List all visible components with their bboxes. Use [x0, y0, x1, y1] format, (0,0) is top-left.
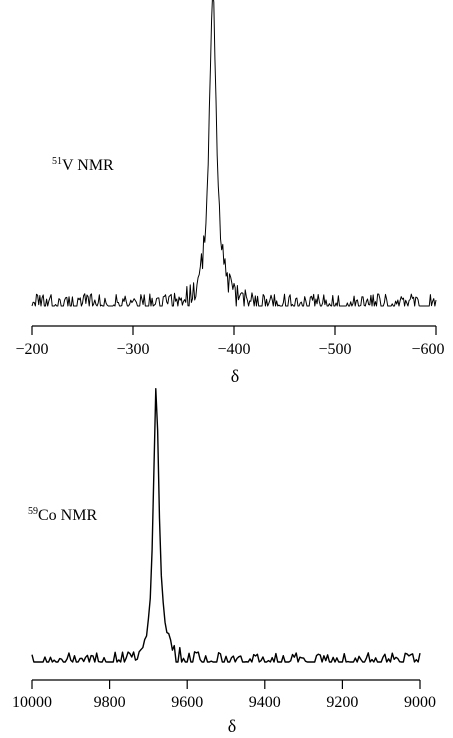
x-tick-label: −300 — [116, 341, 149, 358]
v51-spectrum-line — [31, 0, 437, 307]
x-tick-label: 9200 — [326, 694, 358, 711]
x-tick-label: 9800 — [94, 694, 126, 711]
co59-label-text: Co NMR — [38, 507, 97, 524]
v51-x-axis-title: δ — [231, 366, 239, 386]
x-tick-label: −400 — [217, 341, 250, 358]
co59-spectrum-line — [31, 388, 421, 663]
v51-panel-label: 51V NMR — [52, 156, 114, 174]
v51-label-superscript: 51 — [52, 156, 62, 167]
x-tick-label: 9600 — [171, 694, 203, 711]
co59-nmr-panel: 59Co NMR 10000 9800 9600 9400 9200 9000 δ — [12, 388, 436, 736]
co59-x-ticks: 10000 9800 9600 9400 9200 9000 — [12, 680, 436, 711]
x-tick-label: −500 — [318, 341, 351, 358]
x-tick-label: 10000 — [12, 694, 52, 711]
co59-label-superscript: 59 — [28, 506, 38, 517]
x-tick-label: −200 — [15, 341, 48, 358]
v51-label-text: V NMR — [62, 157, 114, 174]
x-tick-label: −600 — [411, 341, 444, 358]
v51-nmr-panel: 51V NMR −200 −300 −400 −500 −600 δ — [15, 0, 445, 386]
co59-panel-label: 59Co NMR — [28, 506, 97, 524]
co59-x-axis-title: δ — [228, 716, 236, 736]
x-tick-label: 9000 — [404, 694, 436, 711]
v51-x-ticks: −200 −300 −400 −500 −600 — [15, 326, 445, 358]
x-tick-label: 9400 — [249, 694, 281, 711]
